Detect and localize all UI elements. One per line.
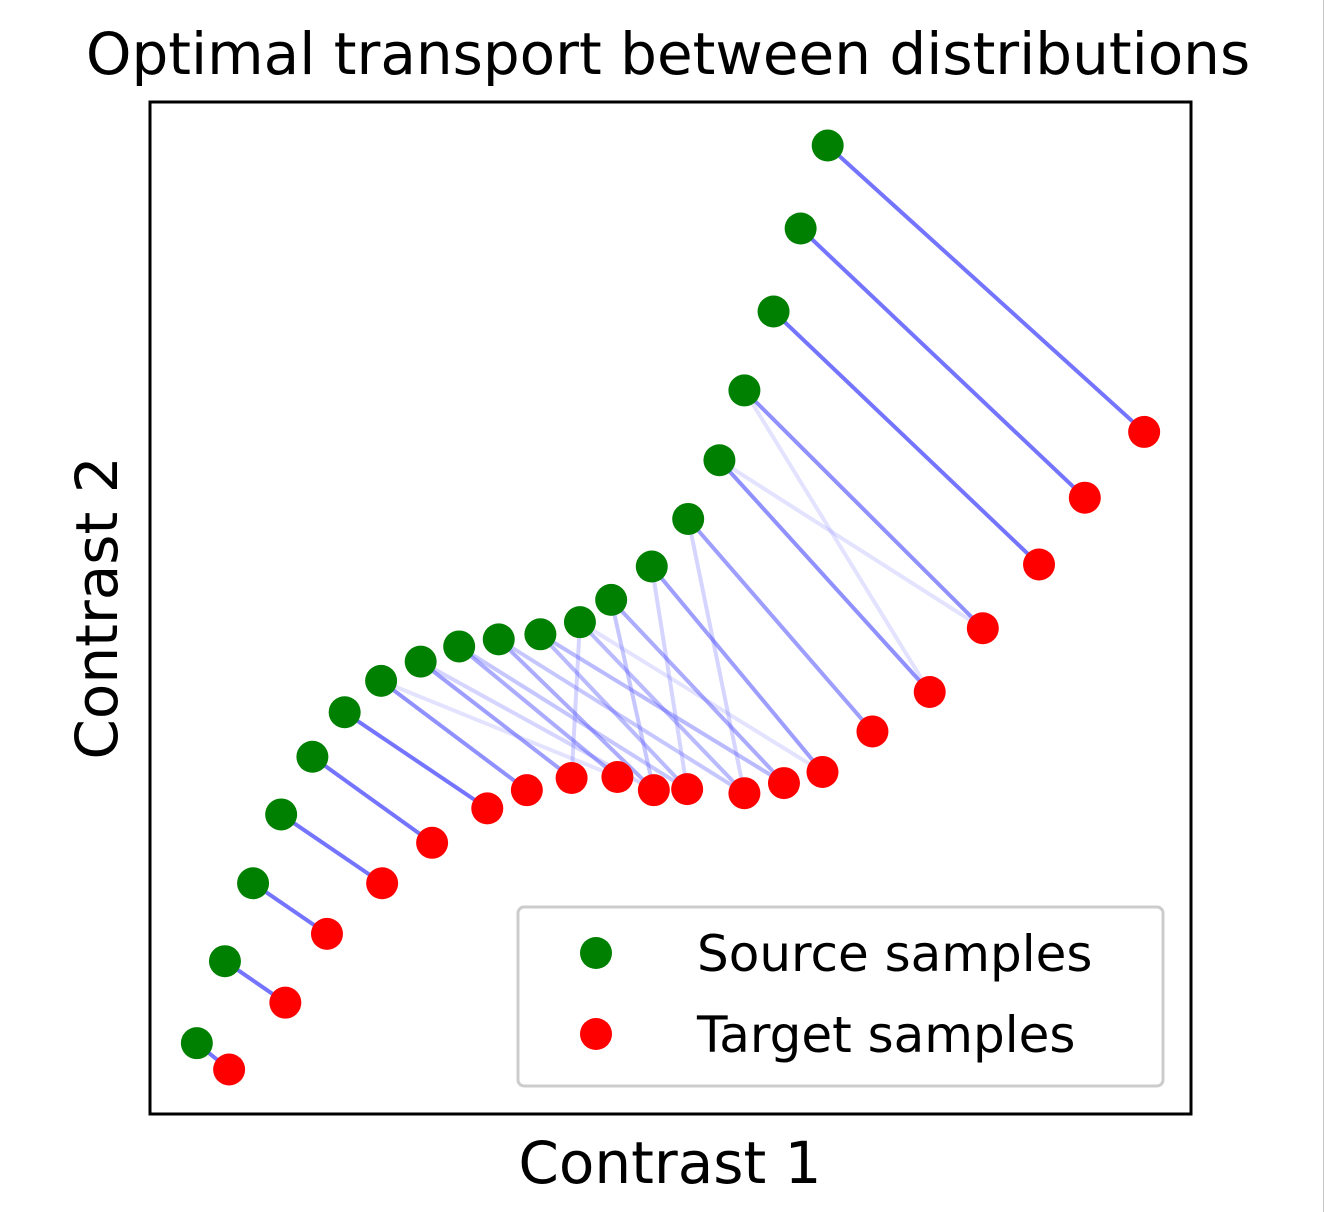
source-sample-point (482, 623, 515, 656)
transport-line (717, 458, 932, 694)
source-sample-point (237, 867, 270, 900)
transport-line (826, 144, 1146, 434)
transport-line (772, 310, 1041, 566)
chart-title: Optimal transport between distributions (86, 20, 1250, 88)
source-sample-point (784, 212, 817, 245)
transport-line (686, 517, 874, 733)
source-sample-point (524, 618, 557, 651)
source-sample-point (703, 444, 736, 477)
transport-line (311, 755, 434, 845)
transport-line (578, 620, 746, 795)
source-sample-point (595, 583, 628, 616)
legend-source-marker (580, 937, 612, 969)
transport-line (609, 599, 656, 791)
source-sample-point (296, 740, 329, 773)
source-sample-point (811, 129, 844, 162)
legend-box (516, 905, 1165, 1088)
target-sample-point (1128, 415, 1161, 448)
transport-line (799, 227, 1087, 500)
legend: Source samples Target samples (516, 905, 1165, 1088)
source-sample-point (635, 550, 668, 583)
x-axis-label: Contrast 1 (518, 1129, 821, 1197)
target-sample-point (806, 755, 839, 788)
source-sample-point (208, 945, 241, 978)
target-sample-point (856, 715, 889, 748)
transport-line (458, 644, 689, 791)
target-sample-point (366, 867, 399, 900)
y-axis-label: Contrast 2 (63, 456, 131, 759)
target-sample-point (1023, 548, 1056, 581)
transport-line (497, 637, 746, 795)
transport-lines (195, 144, 1146, 1072)
legend-source-label: Source samples (697, 925, 1092, 983)
source-points (180, 129, 844, 1060)
window-edge (1323, 0, 1324, 1212)
source-sample-point (443, 630, 476, 663)
target-sample-point (269, 986, 302, 1019)
target-sample-point (510, 774, 543, 807)
target-sample-point (637, 774, 670, 807)
transport-line (457, 644, 619, 779)
source-sample-point (365, 664, 398, 697)
source-sample-point (328, 696, 361, 729)
target-sample-point (966, 612, 999, 645)
transport-line (343, 710, 489, 811)
source-sample-point (728, 374, 761, 407)
target-sample-point (767, 767, 800, 800)
source-sample-point (672, 502, 705, 535)
target-sample-point (310, 917, 343, 950)
target-sample-point (671, 773, 704, 806)
transport-line (686, 518, 747, 794)
target-sample-point (416, 826, 449, 859)
source-sample-point (404, 645, 437, 678)
transport-line (280, 812, 384, 885)
transport-line (742, 389, 985, 630)
transport-line (742, 389, 932, 694)
target-sample-point (555, 762, 588, 795)
transport-line (539, 632, 786, 785)
transport-line (419, 660, 573, 780)
target-sample-point (601, 761, 634, 794)
source-sample-point (265, 798, 298, 831)
transport-line (649, 566, 690, 790)
target-sample-point (213, 1053, 246, 1086)
transport-line (609, 598, 786, 785)
source-sample-point (563, 606, 596, 639)
target-sample-point (471, 792, 504, 825)
legend-target-marker (580, 1018, 612, 1050)
transport-line (379, 679, 529, 792)
transport-line (650, 565, 825, 774)
legend-target-label: Target samples (696, 1006, 1075, 1064)
source-sample-point (180, 1027, 213, 1060)
target-sample-point (728, 777, 761, 810)
source-sample-point (757, 295, 790, 328)
transport-line (380, 679, 619, 779)
transport-line (578, 620, 824, 774)
transport-line (538, 632, 689, 791)
target-sample-point (913, 675, 946, 708)
transport-line (569, 622, 582, 779)
target-sample-point (1068, 481, 1101, 514)
target-points (213, 415, 1161, 1086)
transport-line (718, 458, 984, 630)
